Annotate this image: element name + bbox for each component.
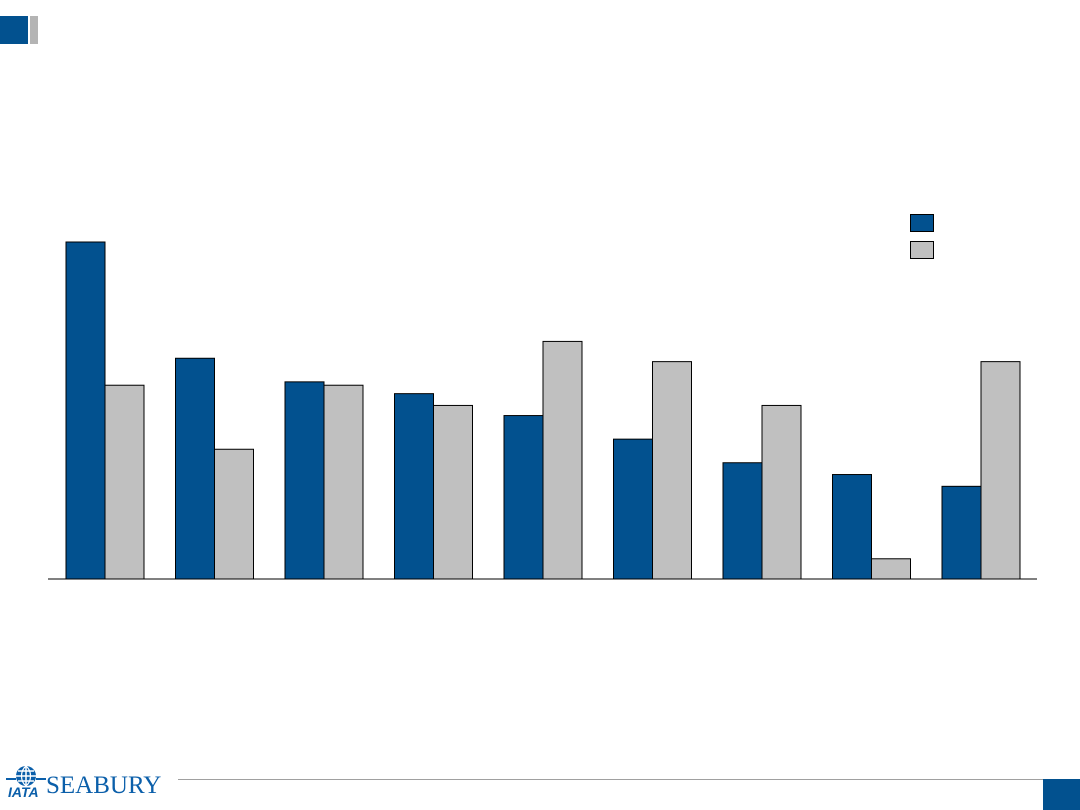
bar-series-2-category-7 (761, 404, 802, 580)
bar-series-1-category-8 (832, 474, 872, 580)
bar-series-1-category-1 (65, 241, 106, 580)
chart-legend (910, 214, 1030, 268)
bar-series-2-category-4 (433, 404, 473, 580)
bar-series-2-category-6 (652, 361, 692, 580)
bar-series-1-category-5 (503, 415, 544, 580)
bar-series-2-category-3 (323, 384, 364, 580)
bar-series-1-category-6 (613, 438, 653, 580)
page-number-box (1043, 779, 1080, 810)
iata-seabury-logo: IATA SEABURY (6, 765, 161, 800)
bar-series-2-category-1 (104, 384, 145, 580)
title-marker-blue-block (0, 16, 28, 44)
iata-logo-text: IATA (8, 784, 39, 800)
globe-icon (6, 765, 46, 787)
bar-series-2-category-5 (542, 340, 583, 580)
legend-item-series-2 (910, 241, 1030, 261)
title-marker-grey-block (30, 16, 38, 44)
bar-series-1-category-7 (722, 462, 763, 580)
legend-item-series-1 (910, 214, 1030, 234)
bar-series-2-category-8 (871, 558, 911, 580)
bar-series-1-category-9 (941, 485, 982, 580)
bar-series-1-category-3 (284, 381, 325, 580)
footer-divider (178, 779, 1080, 780)
legend-swatch-series-1 (910, 214, 934, 232)
bar-series-2-category-9 (980, 361, 1021, 580)
seabury-logo-text: SEABURY (46, 772, 161, 799)
legend-swatch-series-2 (910, 241, 934, 259)
bar-series-1-category-2 (175, 357, 215, 580)
bar-series-2-category-2 (214, 448, 254, 580)
title-marker (0, 16, 38, 44)
bar-series-1-category-4 (394, 393, 434, 580)
